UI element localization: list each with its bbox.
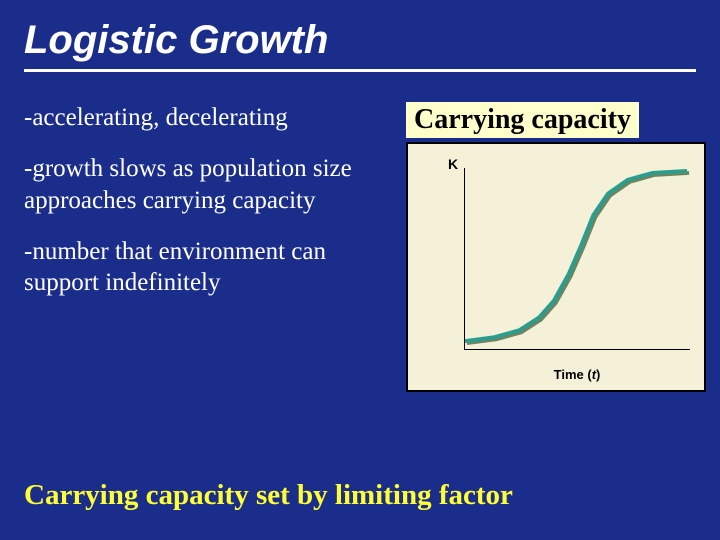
- bullet-3: -number that environment can support ind…: [24, 236, 394, 299]
- k-label: K: [448, 156, 458, 172]
- curve-path: [465, 171, 687, 341]
- chart-title: Carrying capacity: [406, 102, 639, 138]
- x-axis-label: Time (t): [464, 367, 690, 382]
- slide: Logistic Growth -accelerating, decelerat…: [0, 0, 720, 540]
- title-underline: [24, 69, 696, 72]
- xlabel-suffix: ): [596, 367, 600, 382]
- curve-shadow-path: [467, 173, 689, 343]
- bottom-text: Carrying capacity set by limiting factor: [24, 479, 696, 512]
- slide-title: Logistic Growth: [24, 18, 696, 63]
- chart-column: Carrying capacity K Population size (N) …: [406, 102, 706, 392]
- bullet-1: -accelerating, decelerating: [24, 102, 394, 133]
- bullet-column: -accelerating, decelerating -growth slow…: [24, 102, 394, 392]
- chart-box: K Population size (N) Time (t): [406, 142, 706, 392]
- xlabel-prefix: Time (: [554, 367, 592, 382]
- logistic-curve-svg: [465, 168, 690, 349]
- bullet-2: -growth slows as population size approac…: [24, 153, 394, 216]
- content-row: -accelerating, decelerating -growth slow…: [24, 102, 696, 392]
- chart-plot-area: [464, 168, 690, 350]
